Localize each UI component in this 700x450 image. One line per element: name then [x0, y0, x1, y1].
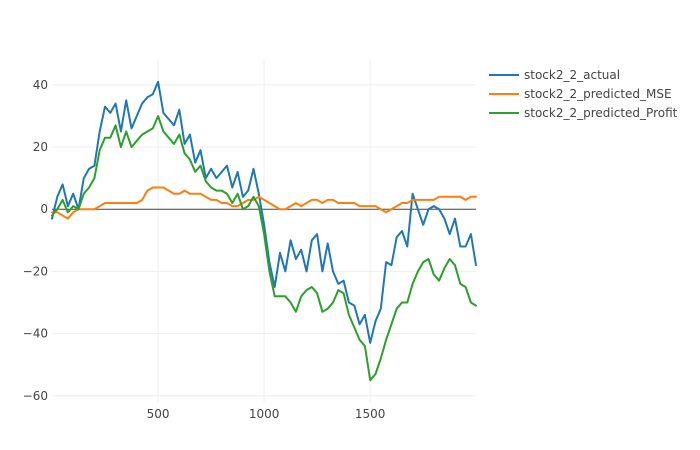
legend-label: stock2_2_actual — [524, 68, 620, 82]
legend: stock2_2_actual stock2_2_predicted_MSEsto… — [489, 68, 678, 120]
x-tick-label: 500 — [147, 407, 170, 421]
x-tick-label: 1500 — [355, 407, 386, 421]
series-layer — [51, 80, 477, 382]
legend-label: stock2_2_predicted_MSE — [524, 87, 672, 101]
series-line-2 — [51, 115, 477, 382]
y-tick-label: 20 — [33, 140, 48, 154]
legend-label: stock2_2_predicted_Profit — [524, 106, 678, 120]
legend-item[interactable]: stock2_2_predicted_MSE — [489, 87, 672, 101]
tick-labels: −60 −40 −20 0 20 40 500 1000 1500 — [23, 78, 386, 421]
y-tick-label: −40 — [23, 327, 48, 341]
legend-item[interactable]: stock2_2_actual — [489, 68, 620, 82]
x-tick-label: 1000 — [249, 407, 280, 421]
y-tick-label: −20 — [23, 264, 48, 278]
legend-item[interactable]: stock2_2_predicted_Profit — [489, 106, 678, 120]
series-line-1 — [51, 186, 477, 220]
y-tick-label: 40 — [33, 78, 48, 92]
y-tick-label: −60 — [23, 389, 48, 403]
series-line-0 — [51, 80, 477, 344]
y-tick-label: 0 — [40, 202, 48, 216]
